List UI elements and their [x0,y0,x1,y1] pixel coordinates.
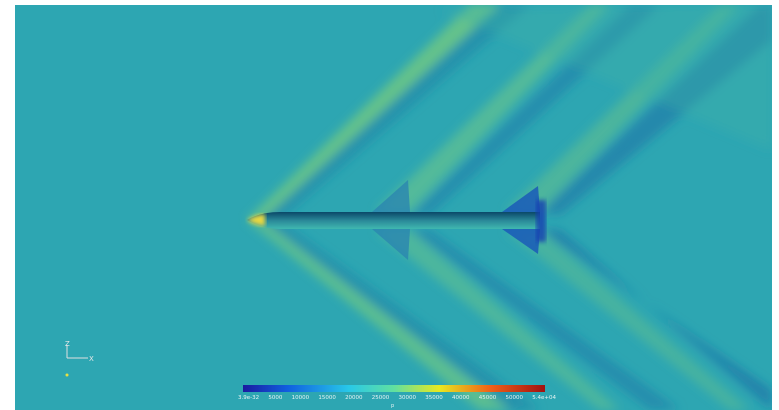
colorbar-label: 30000 [399,395,417,401]
axis-label: Z [65,340,70,348]
colorbar-label: 3.9e-32 [238,395,259,401]
axis-label: X [89,355,94,363]
render-view: Z X [15,5,772,410]
colorbar-label: 15000 [318,395,336,401]
colorbar-label: 5.4e+04 [532,395,556,401]
colorbar [243,385,545,392]
colorbar-label: 25000 [372,395,390,401]
colorbar-label: 50000 [505,395,523,401]
colorbar-label: 40000 [452,395,470,401]
colorbar-label: 10000 [292,395,310,401]
colorbar-title: p [391,403,394,409]
colorbar-label: 45000 [479,395,497,401]
page: Z X 3.9e-32 5000 10000 15000 20000 25000 30000… [0,0,779,410]
colorbar-label: 35000 [425,395,443,401]
colorbar-labels: 3.9e-32 5000 10000 15000 20000 25000 30000 3500… [238,395,556,401]
colorbar-label: 20000 [345,395,363,401]
colorbar-label: 5000 [268,395,282,401]
